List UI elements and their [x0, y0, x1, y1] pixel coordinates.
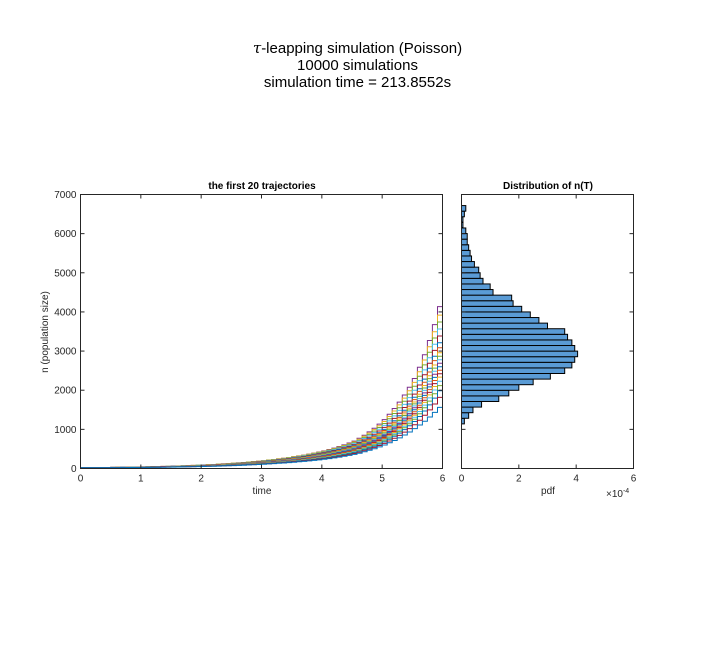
- histogram-bar: [461, 294, 513, 302]
- distribution-axes: Distribution of n(T) 0 2 4 6 pdf ×10-4: [459, 181, 637, 500]
- trajectory-line: [80, 376, 443, 469]
- x-tick-label: 1: [138, 474, 144, 485]
- histogram-bar: [461, 277, 484, 285]
- y-tick-label: 1000: [54, 425, 77, 436]
- histogram-bar: [461, 395, 500, 402]
- histogram-bar: [461, 305, 523, 313]
- trajectory-line: [80, 355, 443, 469]
- histogram-bar: [461, 227, 467, 235]
- histogram-bar: [461, 249, 471, 257]
- histogram-bar: [461, 289, 494, 296]
- histogram-bar: [461, 238, 468, 246]
- tau-symbol: τ: [252, 39, 262, 57]
- histogram-bars: [461, 205, 579, 425]
- histogram-bar: [461, 350, 579, 358]
- distribution-ticks: 0 2 4 6: [459, 194, 637, 485]
- distribution-xlabel: pdf: [541, 486, 555, 497]
- figure-title-line3: simulation time = 213.8552s: [263, 74, 452, 91]
- trajectory-line: [80, 358, 443, 469]
- trajectory-line: [80, 343, 443, 469]
- x-tick-label: 5: [379, 474, 385, 485]
- distribution-axes-box: [461, 194, 634, 469]
- histogram-bar: [461, 233, 468, 240]
- x-exponent-power: -4: [623, 488, 629, 495]
- histogram-bar: [461, 339, 573, 347]
- trajectories-title: the first 20 trajectories: [208, 181, 316, 192]
- distribution-x-exponent: ×10-4: [606, 488, 629, 500]
- histogram-bar: [461, 389, 510, 397]
- trajectories-xlabel: time: [253, 486, 272, 497]
- y-tick-label: 0: [71, 464, 77, 475]
- figure-title-line2: 10000 simulations: [297, 57, 418, 74]
- histogram-bar: [461, 333, 569, 341]
- histogram-bar: [461, 345, 576, 352]
- trajectory-line: [80, 371, 443, 469]
- histogram-bar: [461, 400, 483, 408]
- histogram-bar: [461, 317, 540, 324]
- trajectory-line: [80, 366, 443, 469]
- histogram-bar: [461, 311, 531, 319]
- histogram-bar: [461, 255, 473, 263]
- x-tick-label: 3: [259, 474, 265, 485]
- trajectories-ticks: 0 1 2 3 4 5 6 0 1000 2000 3000 4000 5000 6000 7000: [54, 190, 445, 485]
- trajectory-line: [80, 327, 443, 469]
- pdf-tick-label: 4: [573, 474, 579, 485]
- y-tick-label: 2000: [54, 386, 77, 397]
- pdf-tick-label: 0: [459, 474, 465, 485]
- x-tick-label: 4: [319, 474, 325, 485]
- figure-title-line1: τ-leapping simulation (Poisson): [0, 39, 715, 58]
- histogram-bar: [461, 244, 470, 251]
- histogram-bar: [461, 261, 475, 268]
- histogram-bar: [461, 322, 548, 330]
- y-tick-label: 5000: [54, 268, 77, 279]
- x-tick-label: 0: [78, 474, 84, 485]
- histogram-bar: [461, 373, 551, 380]
- trajectory-line: [80, 311, 443, 469]
- y-tick-label: 7000: [54, 190, 77, 201]
- x-tick-label: 2: [198, 474, 204, 485]
- pdf-tick-label: 2: [516, 474, 522, 485]
- histogram-bar: [461, 361, 573, 369]
- trajectory-lines: [80, 286, 443, 469]
- histogram-bar: [461, 412, 470, 419]
- histogram-bar: [461, 266, 480, 274]
- trajectory-line: [80, 333, 443, 469]
- histogram-bar: [461, 283, 491, 291]
- distribution-title: Distribution of n(T): [503, 181, 593, 192]
- trajectory-line: [80, 362, 443, 469]
- histogram-bar: [461, 378, 534, 386]
- trajectory-line: [80, 296, 443, 469]
- histogram-bar: [461, 384, 520, 391]
- histogram-bar: [461, 356, 576, 363]
- figure-title-text: -leapping simulation (Poisson): [261, 40, 463, 57]
- histogram-bar: [461, 272, 481, 279]
- trajectory-line: [80, 339, 443, 469]
- x-tick-label: 6: [440, 474, 446, 485]
- trajectory-line: [80, 319, 443, 469]
- histogram-bar: [461, 205, 467, 212]
- y-tick-label: 3000: [54, 347, 77, 358]
- trajectories-ylabel: n (population size): [40, 291, 51, 373]
- x-exponent-base: ×10: [606, 489, 623, 500]
- pdf-tick-label: 6: [631, 474, 637, 485]
- histogram-bar: [461, 367, 566, 375]
- y-tick-label: 4000: [54, 307, 77, 318]
- trajectory-line: [80, 347, 443, 469]
- histogram-bar: [461, 300, 514, 307]
- trajectory-line: [80, 351, 443, 469]
- histogram-bar: [461, 406, 474, 414]
- trajectories-axes: the first 20 trajectories 0 1 2 3 4 5 6 0 1000 20…: [40, 181, 446, 497]
- trajectory-line: [80, 402, 443, 469]
- y-tick-label: 6000: [54, 229, 77, 240]
- histogram-bar: [461, 328, 566, 335]
